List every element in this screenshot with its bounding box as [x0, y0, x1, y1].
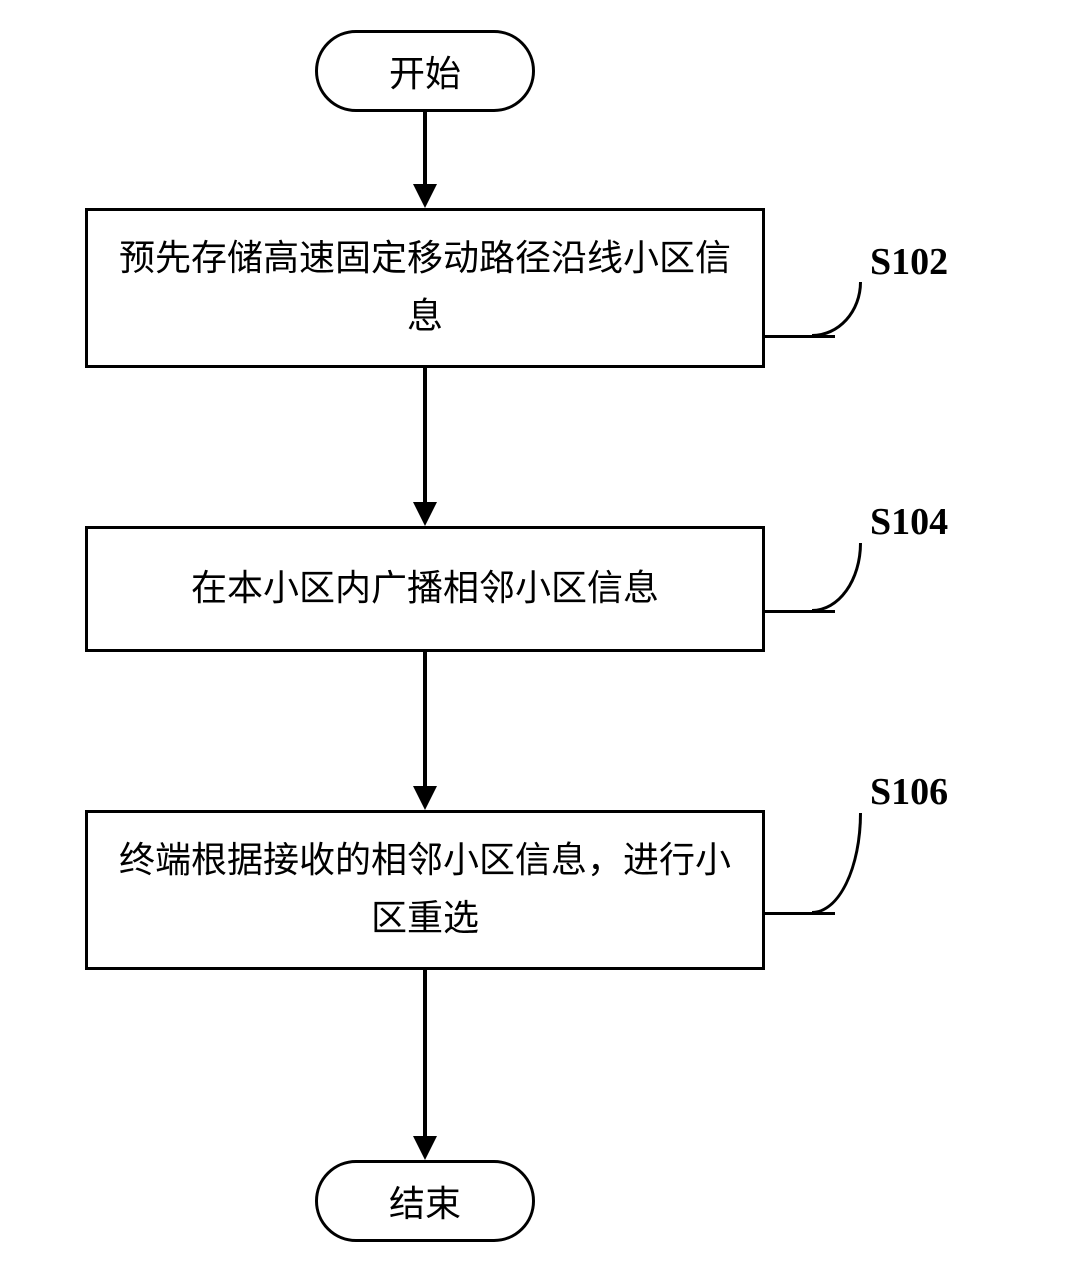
connector-s104-h [765, 610, 835, 613]
process-s106: 终端根据接收的相邻小区信息，进行小区重选 [85, 810, 765, 970]
process-s102-text: 预先存储高速固定移动路径沿线小区信息 [108, 230, 742, 345]
flowchart-canvas: 开始 预先存储高速固定移动路径沿线小区信息 S102 在本小区内广播相邻小区信息… [0, 0, 1068, 1279]
start-node: 开始 [315, 30, 535, 112]
start-label: 开始 [389, 45, 461, 97]
label-s106: S106 [870, 770, 948, 814]
edge-s106-end [423, 970, 427, 1136]
arrowhead-s104-s106 [413, 786, 437, 810]
connector-s104-curve [812, 543, 862, 612]
process-s106-text: 终端根据接收的相邻小区信息，进行小区重选 [108, 832, 742, 947]
edge-start-s102 [423, 112, 427, 184]
connector-s102-curve [812, 282, 862, 337]
edge-s104-s106 [423, 652, 427, 786]
connector-s106-h [765, 912, 835, 915]
arrowhead-s106-end [413, 1136, 437, 1160]
process-s102: 预先存储高速固定移动路径沿线小区信息 [85, 208, 765, 368]
end-label: 结束 [389, 1175, 461, 1227]
process-s104-text: 在本小区内广播相邻小区信息 [191, 560, 659, 618]
process-s104: 在本小区内广播相邻小区信息 [85, 526, 765, 652]
end-node: 结束 [315, 1160, 535, 1242]
connector-s106-curve [812, 813, 862, 914]
label-s102: S102 [870, 240, 948, 284]
edge-s102-s104 [423, 368, 427, 502]
arrowhead-s102-s104 [413, 502, 437, 526]
label-s104: S104 [870, 500, 948, 544]
connector-s102-h [765, 335, 835, 338]
arrowhead-start-s102 [413, 184, 437, 208]
